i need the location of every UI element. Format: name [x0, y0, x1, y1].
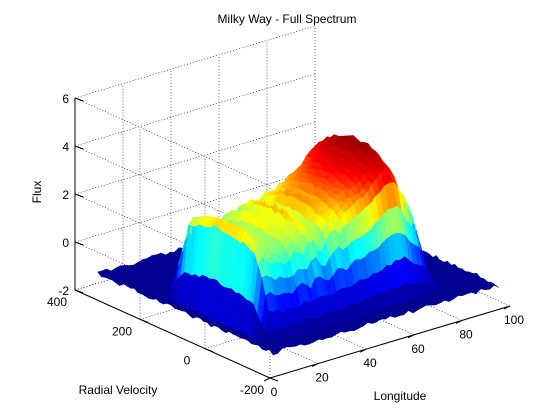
y-tick-label: -200	[240, 383, 264, 397]
z-tick-label: 4	[62, 140, 69, 154]
x-tick-label: 20	[315, 371, 329, 385]
grid-line-backwall-z	[74, 73, 316, 147]
x-tick-label: 40	[363, 356, 377, 370]
x-tick	[359, 348, 367, 353]
grid-line-sidewall-z	[74, 97, 271, 187]
z-tick	[74, 193, 84, 198]
grid-line-backwall-z	[74, 25, 316, 99]
x-tick	[503, 305, 511, 310]
z-tick-label: 6	[62, 92, 69, 106]
y-tick	[204, 348, 214, 353]
surface-plot	[97, 134, 499, 356]
axes	[74, 97, 511, 382]
z-tick	[74, 241, 84, 246]
x-tick	[455, 319, 463, 324]
z-tick-label: 2	[62, 188, 69, 202]
x-tick	[311, 363, 319, 368]
y-axis-line	[74, 289, 271, 379]
z-tick-label: -2	[58, 284, 69, 298]
x-tick	[263, 377, 271, 382]
x-tick-label: 60	[411, 342, 425, 356]
x-tick-label: 0	[271, 385, 278, 399]
z-tick	[74, 97, 84, 102]
labels: 0 20 40 60 80 100 -200 0 200 400-2 0 2 4 6 Milky Way -…	[30, 12, 524, 403]
z-tick-label: 0	[62, 236, 69, 250]
surface-patch	[490, 284, 499, 288]
x-axis-title: Longitude	[374, 389, 427, 403]
x-tick-label: 80	[459, 327, 473, 341]
y-tick-label: 200	[112, 324, 132, 338]
y-tick-label: 0	[184, 354, 191, 368]
x-axis-line	[269, 305, 511, 379]
z-tick	[74, 145, 84, 150]
z-axis-title: Flux	[30, 181, 44, 204]
z-tick	[74, 289, 84, 294]
x-tick	[407, 334, 415, 339]
y-tick	[269, 377, 279, 382]
chart-title: Milky Way - Full Spectrum	[218, 12, 357, 26]
y-tick-label: 400	[47, 295, 67, 309]
y-tick	[139, 318, 149, 323]
x-tick-label: 100	[504, 313, 524, 327]
y-axis-title: Radial Velocity	[79, 383, 158, 397]
